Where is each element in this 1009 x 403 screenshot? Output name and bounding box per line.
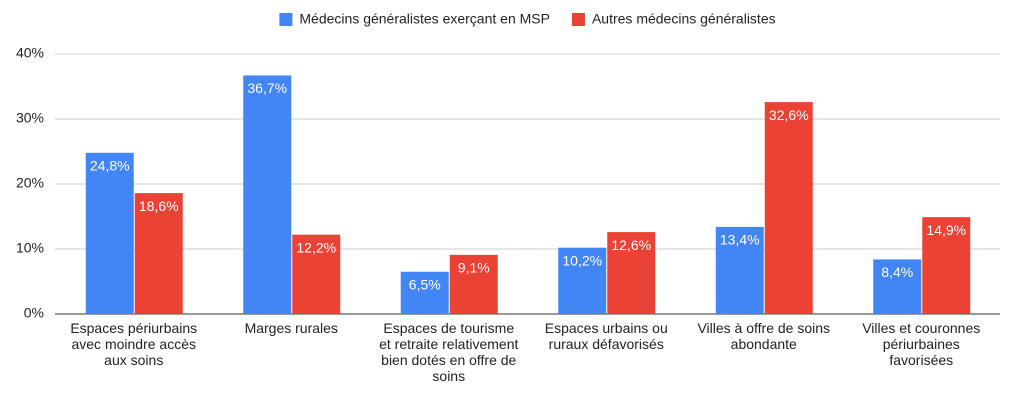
bar xyxy=(764,102,813,314)
data-label: 12,6% xyxy=(611,237,651,253)
data-label: 14,9% xyxy=(926,222,966,238)
y-tick-label: 30% xyxy=(16,110,44,126)
x-tick-label: Villes à offre de soins abondante xyxy=(697,320,831,352)
bar xyxy=(400,271,449,314)
x-tick-label-box: Espaces périurbains avec moindre accès a… xyxy=(70,320,198,368)
x-tick-label: Espaces de tourisme et retraite relative… xyxy=(379,320,519,384)
bar xyxy=(449,254,498,314)
bar xyxy=(607,232,656,314)
data-label: 12,2% xyxy=(296,239,336,255)
bar xyxy=(715,226,764,314)
y-tick-label: 0% xyxy=(24,305,44,321)
data-label: 32,6% xyxy=(769,107,809,123)
legend-label: Médecins généralistes exerçant en MSP xyxy=(299,11,550,27)
data-label: 9,1% xyxy=(458,260,490,276)
x-tick-label-box: Villes et couronnes périurbaines favoris… xyxy=(862,320,981,368)
x-tick-label-box: Espaces urbains ou ruraux défavorisés xyxy=(544,320,668,352)
bar xyxy=(134,193,183,314)
x-tick-label: Villes et couronnes périurbaines favoris… xyxy=(862,320,981,368)
bar xyxy=(85,152,134,314)
x-tick-label-box: Villes à offre de soins abondante xyxy=(697,320,831,352)
y-tick-label: 40% xyxy=(16,45,44,61)
data-label: 13,4% xyxy=(720,232,760,248)
data-label: 8,4% xyxy=(881,264,913,280)
legend: Médecins généralistes exerçant en MSP Aut… xyxy=(279,11,776,27)
y-tick-label: 20% xyxy=(16,175,44,191)
bar xyxy=(292,234,341,314)
legend-swatch xyxy=(571,13,585,26)
x-tick-label-box: Espaces de tourisme et retraite relative… xyxy=(379,320,519,384)
x-tick-label-box: Marges rurales xyxy=(244,320,338,336)
x-tick-label: Espaces périurbains avec moindre accès a… xyxy=(70,320,198,368)
legend-label: Autres médecins généralistes xyxy=(592,11,776,27)
x-tick-label: Marges rurales xyxy=(244,320,338,336)
bar xyxy=(558,247,607,314)
data-label: 24,8% xyxy=(90,158,130,174)
x-tick-label: Espaces urbains ou ruraux défavorisés xyxy=(544,320,668,352)
data-label: 36,7% xyxy=(247,80,287,96)
y-tick-label: 10% xyxy=(16,240,44,256)
bar xyxy=(873,259,922,314)
bar xyxy=(922,217,971,314)
bar xyxy=(243,75,292,314)
data-label: 18,6% xyxy=(139,198,179,214)
data-label: 10,2% xyxy=(562,252,602,268)
data-label: 6,5% xyxy=(409,276,441,292)
legend-swatch xyxy=(279,13,293,26)
